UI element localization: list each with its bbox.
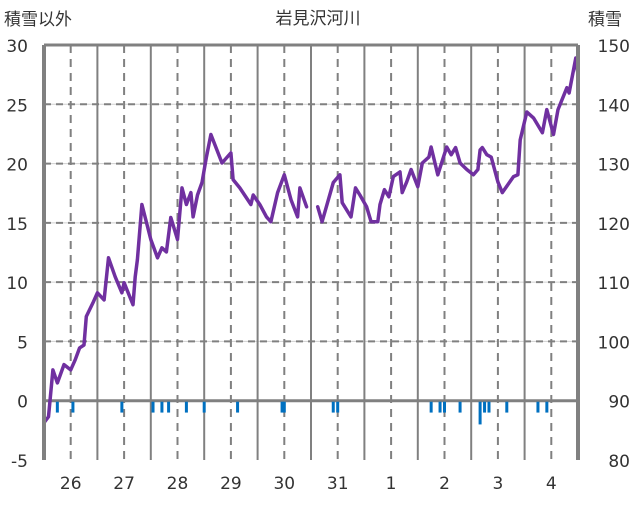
left-axis-label: 積雪以外	[4, 10, 72, 30]
y-tick-label-right: 140	[598, 96, 630, 116]
x-tick-label: 30	[273, 474, 295, 494]
x-tick-label: 1	[386, 474, 397, 494]
grid	[44, 45, 578, 460]
bar	[282, 401, 286, 413]
y-tick-label-left: 5	[17, 333, 28, 353]
snow-depth-line	[315, 56, 580, 224]
bar-series	[55, 401, 549, 425]
bar	[478, 401, 482, 425]
snow-depth-line	[42, 132, 309, 425]
bar	[151, 401, 155, 413]
x-tick-label: 31	[327, 474, 349, 494]
line-series	[42, 56, 580, 425]
y-tick-label-left: -5	[11, 452, 28, 472]
x-tick-label: 28	[167, 474, 189, 494]
y-tick-label-right: 100	[598, 333, 630, 353]
x-tick-label: 29	[220, 474, 242, 494]
y-tick-label-right: 130	[598, 156, 630, 176]
y-tick-label-left: 25	[6, 96, 28, 116]
bar	[505, 401, 509, 413]
x-tick-label: 2	[439, 474, 450, 494]
bar	[71, 401, 75, 413]
x-tick-label: 4	[546, 474, 557, 494]
chart-title: 岩見沢河川	[276, 9, 361, 29]
y-tick-label-right: 150	[598, 37, 630, 57]
bar	[55, 401, 59, 413]
bar	[331, 401, 335, 413]
bar	[429, 401, 433, 413]
bar	[202, 401, 206, 413]
x-tick-label: 3	[492, 474, 503, 494]
bar	[458, 401, 462, 413]
right-axis-label: 積雪	[588, 10, 622, 30]
bar	[280, 401, 284, 413]
x-tick-label: 27	[113, 474, 135, 494]
y-tick-label-left: 15	[6, 215, 28, 235]
bar	[483, 401, 487, 413]
y-tick-label-right: 120	[598, 215, 630, 235]
bar	[336, 401, 340, 413]
y-tick-label-right: 80	[608, 452, 630, 472]
bar	[160, 401, 164, 413]
bar	[487, 401, 491, 413]
y-tick-label-left: 0	[17, 393, 28, 413]
bar	[536, 401, 540, 413]
plot-frame	[42, 43, 580, 460]
y-tick-label-right: 90	[608, 393, 630, 413]
y-tick-label-left: 30	[6, 37, 28, 57]
x-tick-label: 26	[60, 474, 82, 494]
bar	[184, 401, 188, 413]
bar	[120, 401, 124, 413]
bar	[443, 401, 446, 413]
bar	[167, 401, 171, 413]
y-tick-label-right: 110	[598, 274, 630, 294]
bar	[236, 401, 240, 413]
y-tick-label-left: 20	[6, 156, 28, 176]
bar	[438, 401, 442, 413]
bar	[545, 401, 549, 413]
y-tick-label-left: 10	[6, 274, 28, 294]
